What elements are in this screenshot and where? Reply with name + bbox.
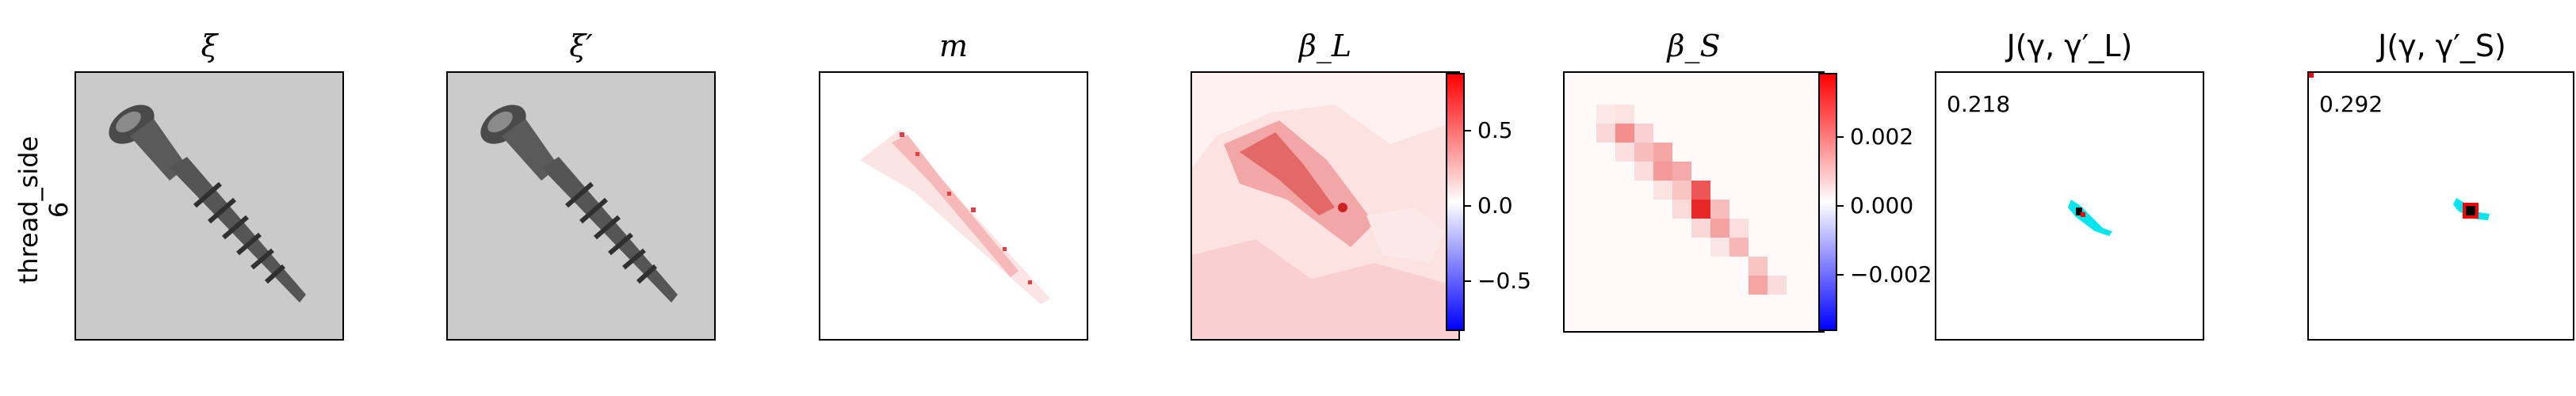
colorbar-beta-s	[1818, 73, 1837, 331]
panel-beta-l-map	[1191, 71, 1460, 341]
colorbar-beta-l-tick-2	[1463, 205, 1471, 207]
colorbar-beta-l-label-2: 0.0	[1477, 192, 1513, 219]
colorbar-beta-l-label-3: −0.5	[1477, 268, 1531, 294]
panel-title-j-l: J(γ, γ′_L)	[2006, 29, 2133, 63]
panel-m-mask	[819, 71, 1088, 341]
panel-xi-image	[75, 71, 344, 341]
colorbar-beta-s-tick-2	[1836, 205, 1844, 207]
row-label-category: thread_side	[13, 135, 44, 284]
beta-s-grid	[1596, 105, 1787, 295]
panel-title-j-s: J(γ, γ′_S)	[2378, 29, 2506, 63]
panel-beta-s-map	[1563, 71, 1825, 333]
colorbar-beta-l-tick-3	[1463, 280, 1471, 282]
row-label-index: 6	[44, 201, 74, 219]
colorbar-beta-l-label-1: 0.5	[1477, 117, 1513, 143]
panel-title-m: m	[938, 29, 969, 63]
colorbar-beta-l	[1446, 73, 1465, 331]
colorbar-beta-s-tick-1	[1836, 136, 1844, 138]
score-j-s: 0.292	[2319, 91, 2383, 117]
panel-title-beta-l: β_L	[1298, 29, 1352, 63]
colorbar-beta-s-tick-3	[1836, 274, 1844, 276]
colorbar-beta-s-label-1: 0.002	[1850, 124, 1914, 150]
screw-shape	[109, 105, 306, 303]
panel-j-l-overlay	[1935, 71, 2204, 341]
panel-xi-prime-image	[446, 71, 716, 341]
panel-title-xi: ξ	[201, 29, 218, 63]
panel-title-xi-prime: ξ′	[569, 29, 593, 63]
score-j-l: 0.218	[1947, 91, 2011, 117]
panel-j-s-overlay	[2307, 71, 2574, 341]
panel-title-beta-s: β_S	[1667, 29, 1721, 63]
colorbar-beta-l-tick-1	[1463, 130, 1471, 131]
colorbar-beta-s-label-2: 0.000	[1850, 192, 1914, 219]
colorbar-beta-s-label-3: −0.002	[1850, 261, 1932, 287]
